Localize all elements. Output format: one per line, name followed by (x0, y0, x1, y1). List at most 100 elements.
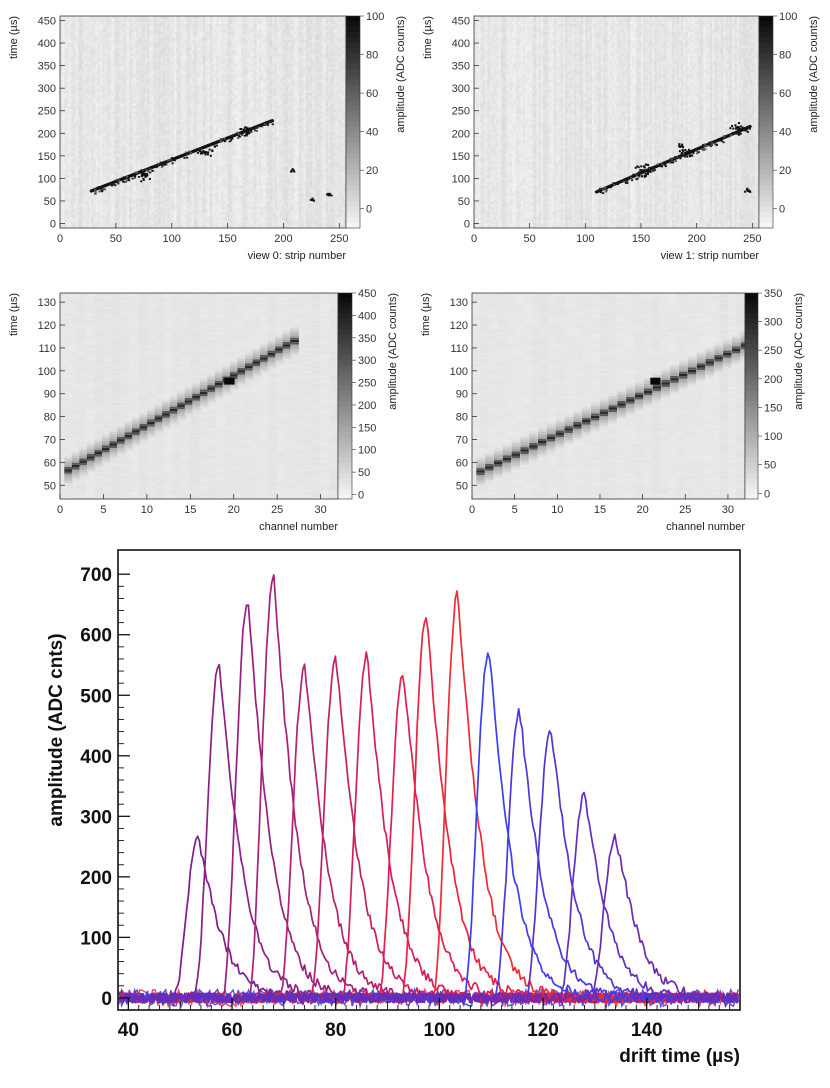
heatmap-cell (189, 116, 193, 120)
heatmap-cell (120, 116, 123, 120)
heatmap-cell (60, 164, 63, 168)
heatmap-cell (180, 164, 184, 168)
heatmap-cell (147, 175, 150, 179)
heatmap-cell (106, 87, 110, 91)
heatmap-cell (64, 42, 68, 46)
heatmap-cell (115, 159, 119, 163)
heatmap-cell (68, 217, 72, 221)
heatmap-cell (111, 119, 115, 123)
heatmap-cell (86, 98, 90, 102)
heatmap-cell (66, 111, 70, 115)
heatmap-cell (118, 53, 121, 57)
heatmap-cell (176, 225, 179, 229)
heatmap-cell (158, 169, 161, 173)
heatmap-cell (97, 140, 101, 144)
heatmap-cell (102, 63, 106, 67)
heatmap-cell (185, 76, 188, 80)
heatmap-cell (196, 31, 199, 35)
heatmap-cell (147, 161, 150, 165)
heatmap-cell (191, 214, 195, 218)
heatmap-cell (66, 119, 70, 123)
heatmap-cell (115, 222, 119, 226)
heatmap-cell (140, 103, 144, 107)
heatmap-cell (180, 220, 184, 224)
heatmap-cell (118, 119, 121, 123)
heatmap-cell (122, 145, 126, 149)
heatmap-cell (165, 122, 168, 126)
heatmap-cell (106, 45, 110, 49)
heatmap-cell (93, 47, 97, 51)
heatmap-cell (182, 164, 186, 168)
heatmap-cell (111, 196, 115, 200)
heatmap-cell (118, 164, 121, 168)
heatmap-cell (194, 106, 197, 110)
heatmap-cell (140, 190, 144, 194)
heatmap-cell (122, 61, 126, 65)
heatmap-cell (133, 84, 137, 88)
heatmap-cell (182, 87, 186, 91)
heatmap-cell (75, 212, 79, 216)
heatmap-cell (100, 137, 103, 141)
heatmap-cell (100, 172, 103, 176)
heatmap-cell (124, 220, 128, 224)
heatmap-cell (64, 90, 68, 94)
heatmap-cell (104, 172, 108, 176)
heatmap-cell (185, 188, 188, 192)
heatmap-cell (173, 164, 177, 168)
heatmap-cell (160, 50, 164, 54)
heatmap-cell (75, 225, 79, 229)
heatmap-cell (142, 26, 146, 30)
heatmap-cell (167, 127, 170, 131)
heatmap-cell (133, 50, 137, 54)
heatmap-cell (165, 217, 168, 221)
heatmap-cell (135, 190, 139, 194)
heatmap-cell (135, 209, 139, 213)
heatmap-cell (171, 82, 175, 86)
heatmap-cell (124, 79, 128, 83)
heatmap-cell (171, 39, 175, 43)
heatmap-cell (73, 34, 77, 38)
heatmap-cell (138, 196, 141, 200)
heatmap-cell (133, 193, 137, 197)
heatmap-cell (91, 220, 94, 224)
heatmap-cell (120, 71, 123, 75)
heatmap-cell (165, 16, 168, 20)
heatmap-cell (180, 100, 184, 104)
heatmap-cell (133, 47, 137, 51)
heatmap-cell (115, 164, 119, 168)
heatmap-cell (135, 169, 139, 173)
heatmap-cell (102, 222, 106, 226)
heatmap-cell (93, 34, 97, 38)
heatmap-cell (180, 55, 184, 59)
heatmap-cell (100, 148, 103, 152)
heatmap-cell (180, 114, 184, 118)
heatmap-cell (180, 190, 184, 194)
heatmap-cell (169, 172, 173, 176)
heatmap-cell (113, 45, 117, 49)
heatmap-cell (84, 212, 88, 216)
heatmap-cell (149, 82, 153, 86)
heatmap-cell (144, 90, 148, 94)
heatmap-cell (113, 58, 117, 62)
heatmap-cell (73, 50, 77, 54)
heatmap-cell (95, 167, 99, 171)
heatmap-cell (73, 69, 77, 73)
heatmap-cell (100, 196, 103, 200)
heatmap-cell (77, 119, 81, 123)
heatmap-cell (171, 196, 175, 200)
heatmap-cell (104, 127, 108, 131)
heatmap-cell (149, 169, 153, 173)
heatmap-cell (138, 74, 141, 78)
heatmap-cell (138, 201, 141, 205)
heatmap-cell (84, 111, 88, 115)
heatmap-cell (115, 182, 119, 186)
heatmap-cell (124, 21, 128, 25)
heatmap-cell (131, 26, 135, 30)
heatmap-cell (109, 74, 112, 78)
heatmap-cell (176, 161, 179, 165)
heatmap-cell (62, 122, 65, 126)
heatmap-cell (113, 212, 117, 216)
heatmap-cell (129, 90, 132, 94)
heatmap-cell (77, 217, 81, 221)
heatmap-cell (113, 161, 117, 165)
